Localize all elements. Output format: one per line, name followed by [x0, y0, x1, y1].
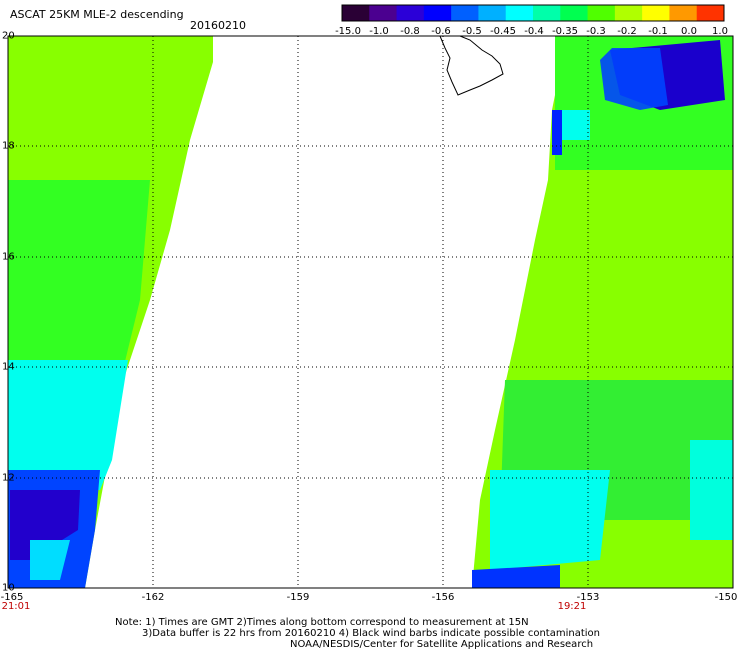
colorbar-swatch	[533, 5, 561, 21]
time-label-left: 21:01	[1, 601, 31, 612]
colorbar-label: 0.0	[681, 26, 697, 37]
left-swath	[8, 36, 213, 588]
colorbar-label: -0.6	[431, 26, 451, 37]
right-swath-blue-low	[472, 565, 560, 588]
lon-label: -162	[141, 592, 165, 603]
colorbar-swatch	[642, 5, 670, 21]
colorbar-swatch	[505, 5, 534, 21]
colorbar-swatch	[451, 5, 479, 21]
colorbar-label: -0.2	[617, 26, 637, 37]
colorbar-swatch	[423, 5, 452, 21]
colorbar-swatch	[369, 5, 398, 21]
colorbar-swatch	[696, 5, 725, 21]
colorbar-label: 1.0	[712, 26, 728, 37]
gridlines	[8, 36, 733, 588]
right-swath-cyan-top	[562, 110, 590, 140]
time-label-right: 19:21	[557, 601, 587, 612]
colorbar-swatch	[587, 5, 616, 21]
colorbar-swatch	[342, 5, 370, 21]
colorbar-label: -0.45	[490, 26, 516, 37]
lon-label: -153	[576, 592, 600, 603]
colorbar-label: -0.4	[524, 26, 544, 37]
colorbar-frame	[341, 4, 725, 22]
lon-label: -156	[431, 592, 455, 603]
lat-label: 18	[2, 140, 15, 152]
note-line-1: Note: 1) Times are GMT 2)Times along bot…	[115, 617, 529, 628]
plot-frame	[7, 35, 734, 589]
map-date: 20160210	[190, 19, 246, 32]
colorbar-swatch	[669, 5, 698, 21]
note-line-3: NOAA/NESDIS/Center for Satellite Applica…	[290, 639, 594, 650]
colorbar-label: -0.1	[648, 26, 668, 37]
colorbar-label: -0.35	[552, 26, 578, 37]
right-swath-blue-edge	[552, 110, 562, 155]
lat-label: 20	[2, 30, 15, 42]
colorbar-label: -0.5	[462, 26, 482, 37]
colorbar-swatch	[560, 5, 589, 21]
lat-label: 12	[2, 472, 15, 484]
map-title: ASCAT 25KM MLE-2 descending	[10, 8, 184, 21]
lat-label: 10	[2, 582, 15, 594]
lon-label: -150	[714, 592, 738, 603]
colorbar-label: -1.0	[369, 26, 389, 37]
right-swath	[472, 36, 733, 588]
colorbar-label: -0.8	[400, 26, 420, 37]
colorbar-label: -0.3	[586, 26, 606, 37]
left-swath-green	[8, 180, 150, 390]
colorbar-swatch	[396, 5, 425, 21]
note-line-2: 3)Data buffer is 22 hrs from 20160210 4)…	[142, 628, 600, 639]
left-swath-cyan-patch	[30, 540, 70, 580]
lat-label: 16	[2, 251, 15, 263]
lon-label: -165	[0, 592, 24, 603]
colorbar-label: -15.0	[335, 26, 361, 37]
lat-label: 14	[2, 361, 15, 373]
colorbar-swatch	[614, 5, 643, 21]
island-outline	[439, 35, 504, 96]
right-swath-cyan-right	[690, 440, 733, 540]
left-swath-navy	[10, 490, 80, 560]
colorbar	[341, 4, 725, 22]
lon-label: -159	[286, 592, 310, 603]
right-swath-cyan-low	[490, 470, 610, 570]
left-swath-cyan	[8, 360, 128, 490]
colorbar-swatch	[478, 5, 507, 21]
right-swath-blue-ring	[600, 48, 668, 110]
